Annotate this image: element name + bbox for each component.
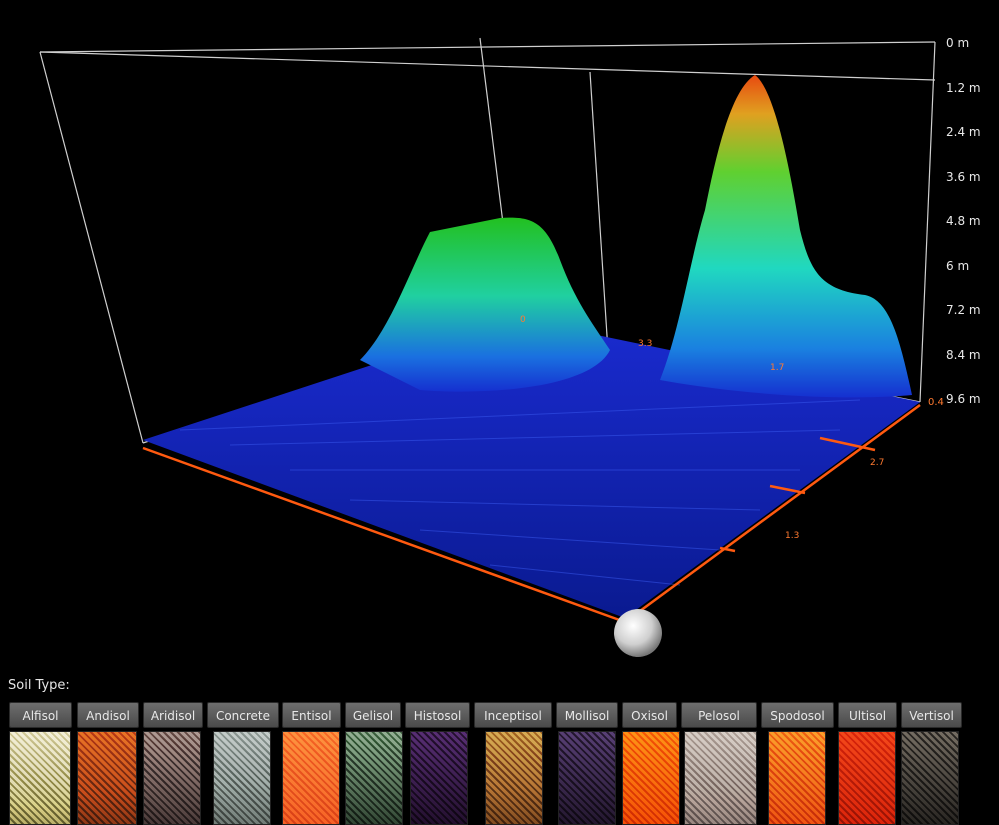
- soil-swatch-spodosol[interactable]: [768, 731, 826, 825]
- soil-button-andisol[interactable]: Andisol: [77, 702, 139, 728]
- soil-button-ultisol[interactable]: Ultisol: [838, 702, 897, 728]
- depth-label: 7.2 m: [946, 303, 981, 317]
- depth-label: 3.6 m: [946, 169, 981, 184]
- depth-label: 8.4 m: [946, 347, 981, 362]
- soil-swatch-entisol[interactable]: [282, 731, 340, 825]
- base-axes: [142, 403, 921, 624]
- soil-button-entisol[interactable]: Entisol: [282, 702, 341, 728]
- 3d-terrain-viewport[interactable]: 0 3.3 1.7 0.4 2.7 1.3 0 m 1.2 m 2.4 m 3.6 m…: [0, 0, 999, 672]
- soil-type-title: Soil Type:: [8, 678, 70, 693]
- soil-button-oxisol[interactable]: Oxisol: [622, 702, 677, 728]
- axis-label-back-2: 1.7: [770, 363, 784, 373]
- soil-swatch-vertisol[interactable]: [901, 731, 959, 825]
- soil-button-aridisol[interactable]: Aridisol: [143, 702, 203, 728]
- depth-label: 6 m: [946, 258, 970, 273]
- soil-button-concrete[interactable]: Concrete: [207, 702, 279, 728]
- soil-swatch-mollisol[interactable]: [558, 731, 616, 825]
- soil-swatch-inceptisol[interactable]: [485, 731, 543, 825]
- soil-button-histosol[interactable]: Histosol: [405, 702, 470, 728]
- soil-swatch-alfisol[interactable]: [9, 731, 71, 825]
- soil-swatch-pelosol[interactable]: [684, 731, 757, 825]
- axis-label-right-1: 2.7: [870, 458, 884, 468]
- soil-swatch-aridisol[interactable]: [143, 731, 201, 825]
- soil-button-alfisol[interactable]: Alfisol: [9, 702, 72, 728]
- depth-label: 2.4 m: [946, 125, 981, 139]
- terrain-peak-summit: [660, 75, 912, 398]
- terrain-ridges: [179, 399, 861, 586]
- soil-type-buttons: Alfisol Andisol Aridisol Concrete Entisol Gel…: [9, 702, 999, 730]
- axis-label-right-2: 1.3: [785, 531, 799, 541]
- soil-swatch-gelisol[interactable]: [345, 731, 403, 825]
- axis-label-back-0: 0: [520, 315, 526, 325]
- axis-label-right-0: 0.4: [928, 397, 944, 408]
- soil-button-vertisol[interactable]: Vertisol: [901, 702, 962, 728]
- depth-label: 9.6 m: [946, 392, 981, 406]
- axis-label-back-1: 3.3: [638, 339, 652, 349]
- soil-button-inceptisol[interactable]: Inceptisol: [474, 702, 552, 728]
- terrain-plot: 0 3.3 1.7 0.4 2.7 1.3: [39, 37, 944, 657]
- navigation-ball[interactable]: [614, 609, 662, 657]
- soil-swatch-andisol[interactable]: [77, 731, 137, 825]
- soil-swatch-ultisol[interactable]: [838, 731, 896, 825]
- depth-label: 0 m: [946, 36, 970, 50]
- depth-label: 4.8 m: [946, 214, 981, 228]
- soil-swatch-histosol[interactable]: [410, 731, 468, 825]
- depth-label: 1.2 m: [946, 80, 981, 95]
- soil-button-pelosol[interactable]: Pelosol: [681, 702, 757, 728]
- terrain-peak-plateau: [360, 217, 610, 392]
- soil-button-spodosol[interactable]: Spodosol: [761, 702, 834, 728]
- soil-swatch-concrete[interactable]: [213, 731, 271, 825]
- terrain-floor: [143, 318, 920, 618]
- soil-swatch-oxisol[interactable]: [622, 731, 680, 825]
- soil-button-gelisol[interactable]: Gelisol: [345, 702, 401, 728]
- soil-button-mollisol[interactable]: Mollisol: [556, 702, 618, 728]
